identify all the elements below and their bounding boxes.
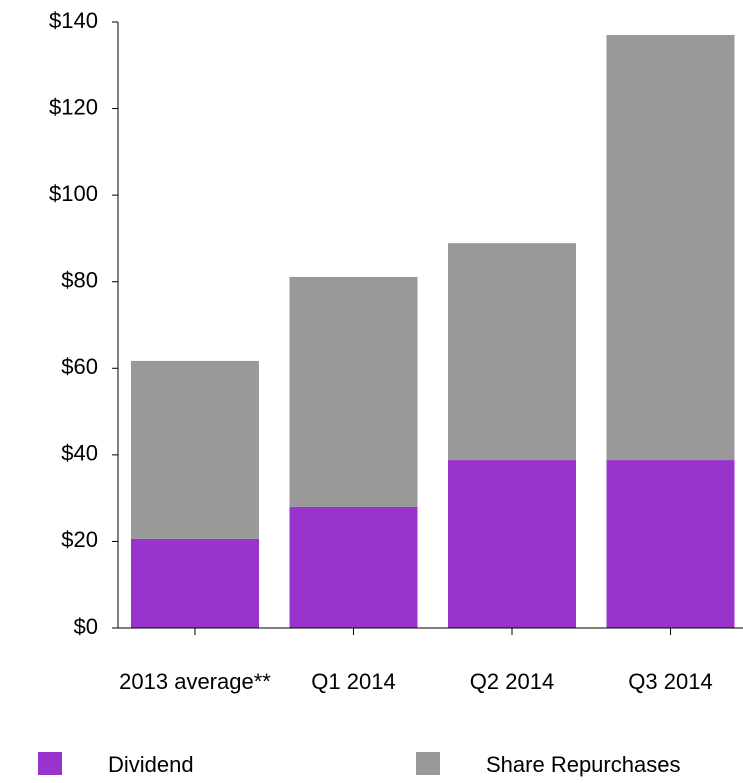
bar-segment: [131, 538, 259, 628]
bar-segment: [448, 460, 576, 628]
y-tick-label: $100: [49, 181, 98, 206]
y-tick-label: $120: [49, 94, 98, 119]
x-tick-label: Q2 2014: [470, 669, 554, 694]
legend-label: Share Repurchases: [486, 752, 680, 777]
legend-swatch: [416, 752, 440, 775]
bar-segment: [289, 506, 418, 628]
y-tick-label: $0: [74, 614, 98, 639]
y-tick-label: $60: [61, 354, 98, 379]
bar-segment: [448, 243, 576, 461]
bar-segment: [131, 360, 259, 539]
y-tick-label: $40: [61, 441, 98, 466]
x-tick-label: Q1 2014: [311, 669, 395, 694]
bar-segment: [606, 34, 735, 461]
y-tick-label: $140: [49, 8, 98, 33]
y-tick-label: $80: [61, 268, 98, 293]
x-tick-label: 2013 average**: [119, 669, 271, 694]
legend-label: Dividend: [108, 752, 194, 777]
bar-segment: [289, 276, 418, 507]
y-tick-label: $20: [61, 527, 98, 552]
bar-segment: [606, 460, 735, 628]
legend-swatch: [38, 752, 62, 775]
x-tick-label: Q3 2014: [628, 669, 712, 694]
